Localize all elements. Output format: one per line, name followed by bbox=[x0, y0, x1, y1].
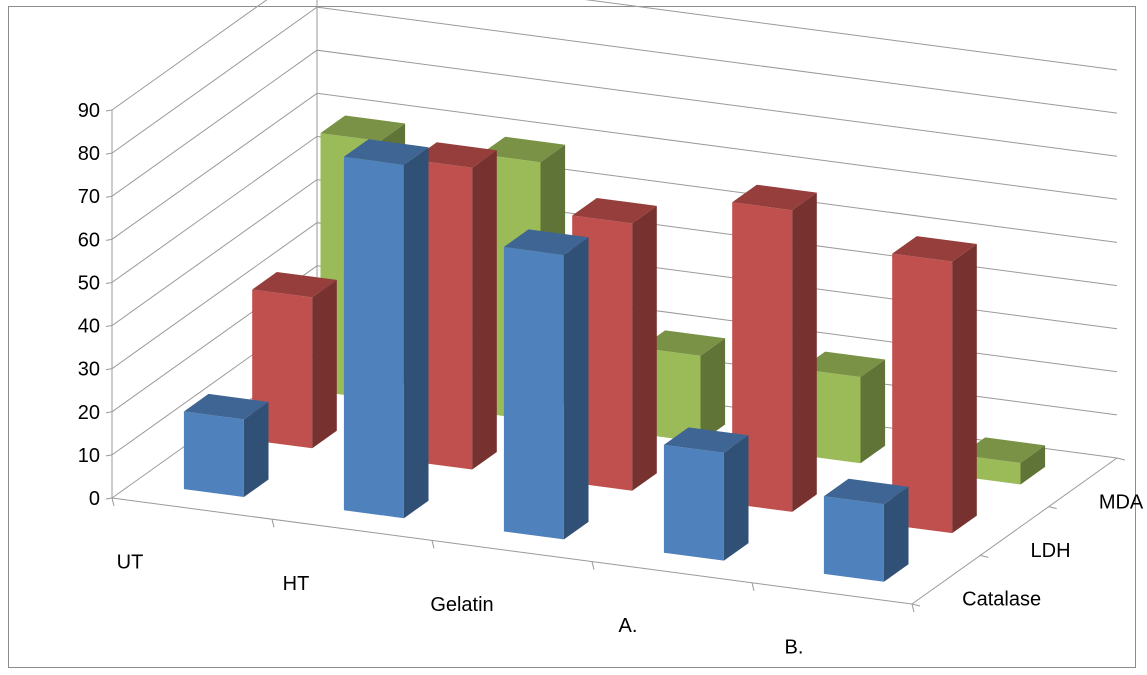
y-tick-mark bbox=[105, 454, 113, 457]
gridline bbox=[111, 265, 1118, 413]
bar-front-face bbox=[183, 411, 244, 497]
bar-top-face bbox=[572, 198, 657, 224]
y-tick-label: 70 bbox=[78, 186, 100, 208]
depth-tick-mark bbox=[1048, 506, 1057, 510]
y-tick-mark bbox=[105, 281, 113, 284]
bar-side-face bbox=[563, 237, 589, 540]
bar-top-face bbox=[480, 136, 566, 163]
bar-top-face bbox=[732, 184, 817, 211]
y-tick-label: 90 bbox=[78, 100, 100, 122]
bar-top-face bbox=[320, 115, 406, 141]
y-tick-label: 50 bbox=[78, 272, 100, 294]
x-tick-mark bbox=[111, 497, 115, 507]
bar-top-face bbox=[892, 236, 977, 262]
bar-front-face bbox=[892, 253, 953, 534]
bar-top-face bbox=[823, 478, 909, 505]
y-tick-label: 60 bbox=[78, 229, 100, 251]
bar-side-face bbox=[723, 435, 749, 561]
x-tick-mark bbox=[431, 540, 435, 549]
depth-tick-mark bbox=[980, 554, 989, 558]
bar-front-face bbox=[503, 246, 564, 540]
y-tick-mark bbox=[105, 195, 113, 198]
y-tick-label: 0 bbox=[89, 488, 100, 510]
x-axis-category-labels: UT HT Gelatin A. B. bbox=[117, 552, 804, 659]
x-category-label: Gelatin bbox=[430, 594, 493, 616]
depth-axis-series-labels: Catalase LDH MDA bbox=[962, 491, 1144, 610]
x-axis-line bbox=[111, 497, 913, 605]
gridline bbox=[111, 0, 1118, 111]
y-tick-mark bbox=[105, 368, 113, 371]
x-category-label: UT bbox=[117, 552, 144, 574]
depth-series-label: MDA bbox=[1099, 491, 1144, 513]
bar-side-face bbox=[243, 401, 269, 497]
gridline bbox=[111, 135, 1118, 283]
depth-tick-mark bbox=[911, 603, 921, 607]
depth-axis-line bbox=[911, 457, 1118, 605]
bar-front-face bbox=[823, 496, 884, 582]
bar-catalase-a bbox=[663, 427, 749, 561]
bar-catalase-ut bbox=[183, 393, 269, 497]
bar-top-face bbox=[663, 427, 749, 453]
gridline bbox=[111, 179, 1118, 327]
bar-side-face bbox=[312, 279, 337, 449]
bar-top-face bbox=[640, 330, 726, 356]
x-category-label: A. bbox=[619, 615, 638, 637]
y-tick-label: 30 bbox=[78, 359, 100, 381]
bar-top-face bbox=[183, 393, 269, 420]
depth-series-label: Catalase bbox=[962, 589, 1041, 611]
bar-top-face bbox=[960, 437, 1046, 463]
y-tick-label: 10 bbox=[78, 445, 100, 467]
bar-top-face bbox=[503, 229, 589, 255]
bar-side-face bbox=[700, 338, 726, 443]
gridlines bbox=[105, 0, 1126, 613]
x-tick-mark bbox=[911, 603, 915, 613]
gridline bbox=[111, 6, 1118, 154]
depth-series-label: LDH bbox=[1031, 540, 1071, 562]
depth-tick-mark bbox=[1116, 457, 1126, 461]
y-tick-mark bbox=[105, 497, 113, 500]
y-tick-label: 20 bbox=[78, 402, 100, 424]
bar-ldh-a bbox=[732, 184, 817, 512]
gridline bbox=[111, 222, 1118, 370]
bar-side-face bbox=[403, 147, 429, 519]
y-axis-tick-labels: 0 10 20 30 40 50 60 70 80 90 bbox=[78, 100, 100, 510]
bar-catalase-gelatin bbox=[503, 229, 589, 540]
bars bbox=[183, 115, 1046, 582]
bar-top-face bbox=[252, 272, 337, 298]
x-category-label: B. bbox=[785, 636, 804, 658]
bar-catalase-b bbox=[823, 478, 909, 582]
y-tick-label: 40 bbox=[78, 316, 100, 338]
bar-top-face bbox=[800, 351, 886, 377]
y-tick-mark bbox=[105, 411, 113, 414]
bar-top-face bbox=[343, 139, 429, 165]
bar-top-face bbox=[412, 142, 497, 168]
y-tick-mark bbox=[105, 152, 113, 155]
x-tick-mark bbox=[751, 582, 755, 591]
bar-side-face bbox=[792, 192, 817, 512]
bar-side-face bbox=[860, 359, 886, 464]
bar-side-face bbox=[1020, 445, 1046, 485]
x-tick-mark bbox=[591, 561, 595, 570]
x-tick-mark bbox=[271, 519, 275, 528]
bar-catalase-ht bbox=[343, 139, 429, 519]
bar-side-face bbox=[952, 244, 977, 534]
bar-front-face bbox=[663, 444, 724, 561]
y-tick-label: 80 bbox=[78, 143, 100, 165]
gridline bbox=[111, 49, 1118, 197]
y-tick-mark bbox=[105, 109, 113, 112]
bar-ldh-b bbox=[892, 236, 977, 534]
x-category-label: HT bbox=[283, 573, 310, 595]
bar-side-face bbox=[632, 205, 657, 491]
bar-side-face bbox=[472, 150, 497, 470]
y-tick-mark bbox=[105, 325, 113, 328]
bar-front-face bbox=[732, 202, 793, 512]
bar-side-face bbox=[883, 486, 909, 582]
gridline bbox=[111, 92, 1118, 240]
y-tick-mark bbox=[105, 238, 113, 241]
bar-front-face bbox=[343, 156, 404, 519]
